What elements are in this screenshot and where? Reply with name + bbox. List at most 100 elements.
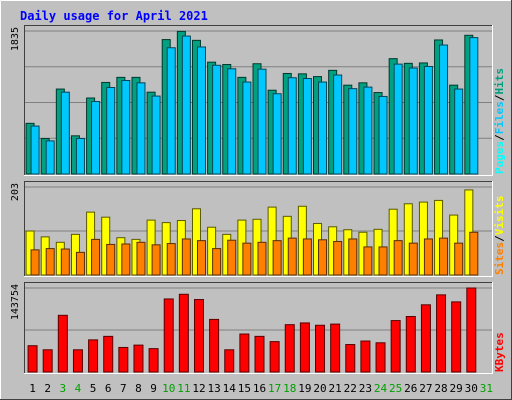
bar-sites — [393, 240, 403, 276]
x-tick-label: 4 — [75, 382, 82, 395]
bar-kbytes — [148, 348, 159, 373]
bar-kbytes — [390, 320, 401, 373]
bar-sites — [257, 241, 267, 276]
legend-entry: / — [493, 235, 506, 242]
panel-visits_sites: 203 Sites/Visits — [10, 181, 506, 277]
x-tick-label: 23 — [359, 382, 372, 395]
bar-kbytes — [133, 344, 144, 373]
legend-entry: Hits — [493, 68, 506, 95]
x-tick-label: 8 — [135, 382, 142, 395]
bar-files — [60, 91, 70, 175]
legend-entry: Sites — [493, 242, 506, 275]
bar-files — [302, 78, 312, 175]
bar-files — [378, 95, 388, 175]
x-tick-label: 9 — [150, 382, 157, 395]
bar-visits — [403, 203, 413, 276]
x-tick-label: 20 — [313, 382, 326, 395]
legend-entry: Files — [493, 101, 506, 134]
bar-kbytes — [299, 322, 310, 373]
bar-kbytes — [57, 314, 68, 373]
bar-kbytes — [254, 335, 265, 373]
panel-legend: Sites/Visits — [493, 196, 506, 276]
bar-kbytes — [436, 294, 447, 373]
bar-kbytes — [345, 344, 356, 373]
bar-kbytes — [360, 340, 371, 373]
legend-entry: KBytes — [493, 332, 506, 372]
bar-sites — [302, 238, 312, 276]
x-tick-label: 27 — [419, 382, 432, 395]
bar-files — [75, 138, 85, 175]
bar-files — [166, 47, 176, 175]
x-tick-label: 31 — [480, 382, 493, 395]
bar-files — [363, 86, 373, 175]
x-tick-label: 22 — [344, 382, 357, 395]
y-max-label: 203 — [10, 183, 21, 201]
bar-files — [181, 35, 191, 175]
bar-sites — [91, 238, 101, 276]
bar-sites — [439, 237, 449, 276]
bar-sites — [60, 248, 70, 276]
bar-sites — [348, 238, 358, 276]
bar-kbytes — [27, 345, 38, 373]
x-tick-label: 1 — [29, 382, 36, 395]
bar-files — [227, 68, 237, 175]
bar-kbytes — [178, 293, 189, 373]
bar-sites — [242, 242, 252, 276]
x-tick-label: 29 — [450, 382, 463, 395]
bar-files — [91, 101, 101, 175]
bar-files — [408, 67, 418, 175]
bar-kbytes — [284, 324, 295, 373]
bar-sites — [287, 237, 297, 276]
legend-entry: Visits — [493, 196, 506, 236]
panel-kbytes: 143754 KBytes — [10, 282, 506, 374]
x-tick-label: 30 — [465, 382, 478, 395]
bar-kbytes — [118, 346, 129, 373]
x-tick-label: 2 — [44, 382, 51, 395]
bar-files — [469, 37, 479, 175]
bar-files — [393, 63, 403, 175]
x-tick-label: 19 — [298, 382, 311, 395]
bar-files — [106, 86, 116, 175]
bar-files — [136, 82, 146, 175]
bar-sites — [136, 241, 146, 276]
bar-kbytes — [269, 341, 280, 373]
x-tick-label: 10 — [162, 382, 175, 395]
bar-sites — [212, 248, 222, 276]
bar-sites — [75, 251, 85, 276]
bar-sites — [272, 240, 282, 276]
chart-panels: 1835Pages/Files/Hits203Sites/Visits14375… — [10, 25, 506, 374]
legend-entry: / — [493, 94, 506, 101]
bar-files — [423, 65, 433, 175]
legend-entry: Pages — [493, 141, 506, 174]
x-tick-label: 25 — [389, 382, 402, 395]
bar-sites — [121, 243, 131, 276]
bar-sites — [181, 238, 191, 276]
bar-sites — [45, 248, 55, 276]
bar-sites — [227, 239, 237, 276]
bar-kbytes — [88, 339, 99, 373]
bar-files — [333, 74, 343, 175]
bar-files — [196, 46, 206, 175]
bar-sites — [408, 242, 418, 276]
bar-kbytes — [420, 304, 431, 373]
bar-files — [242, 81, 252, 175]
bar-files — [121, 79, 131, 175]
bar-sites — [454, 242, 464, 276]
bar-kbytes — [405, 315, 416, 373]
bar-sites — [469, 231, 479, 276]
bar-files — [318, 81, 328, 175]
bar-files — [454, 88, 464, 175]
bar-files — [287, 77, 297, 175]
legend-entry: / — [493, 134, 506, 141]
x-tick-label: 7 — [120, 382, 127, 395]
x-tick-label: 16 — [253, 382, 266, 395]
chart-title: Daily usage for April 2021 — [20, 9, 208, 23]
x-tick-label: 28 — [434, 382, 447, 395]
x-tick-label: 12 — [192, 382, 205, 395]
bar-kbytes — [103, 335, 114, 373]
panel-legend: Pages/Files/Hits — [493, 68, 506, 174]
bar-kbytes — [42, 349, 53, 373]
bar-files — [348, 88, 358, 175]
x-tick-label: 6 — [105, 382, 112, 395]
bar-kbytes — [72, 349, 83, 373]
